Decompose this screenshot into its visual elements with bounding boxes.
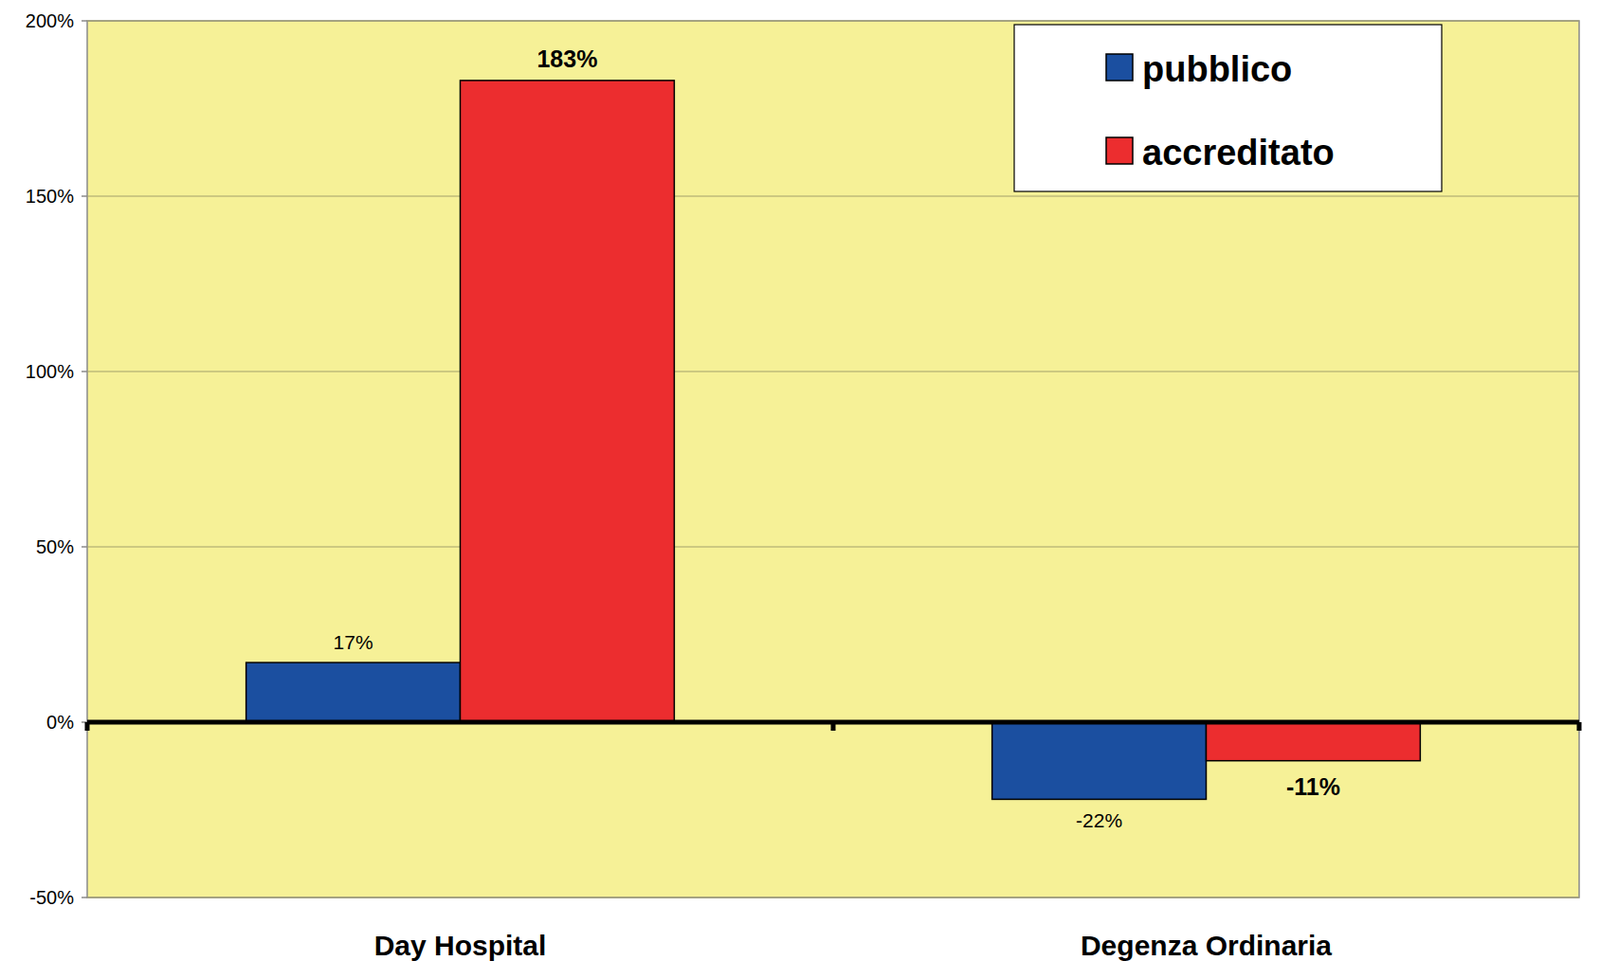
y-tick xyxy=(81,195,88,198)
y-tick-label: 100% xyxy=(25,361,74,382)
y-tick-label: 200% xyxy=(25,10,74,32)
grid-line xyxy=(87,897,1580,899)
bar xyxy=(1206,722,1421,762)
x-tick xyxy=(85,722,91,731)
chart: -50% 0% 50% 100% 150% 200% 17% -22% 183% -11% Day … xyxy=(0,0,1600,979)
legend-swatch xyxy=(1106,54,1133,81)
y-tick-label: 50% xyxy=(36,536,74,558)
grid-line xyxy=(87,371,1580,373)
x-tick xyxy=(831,722,837,731)
y-tick xyxy=(81,370,88,373)
y-tick-label: -50% xyxy=(29,887,74,909)
plot-area xyxy=(87,20,1580,898)
x-tick-label: Degenza Ordinaria xyxy=(1080,929,1332,962)
legend-label: pubblico xyxy=(1142,49,1292,90)
bar xyxy=(992,722,1207,800)
grid-line xyxy=(87,546,1580,548)
x-tick xyxy=(1577,722,1582,731)
grid-line xyxy=(87,196,1580,198)
legend-label: accreditato xyxy=(1142,132,1335,173)
data-label: -11% xyxy=(1286,773,1341,800)
bar xyxy=(460,80,675,723)
y-tick xyxy=(81,545,88,548)
x-tick-label: Day Hospital xyxy=(374,929,547,962)
legend-swatch xyxy=(1106,137,1133,164)
legend-box xyxy=(1014,24,1442,192)
y-tick-label: 0% xyxy=(46,711,74,733)
y-tick-label: 150% xyxy=(25,185,74,207)
bar xyxy=(246,662,461,723)
data-label: 17% xyxy=(333,631,374,654)
grid-line xyxy=(87,20,1580,22)
y-tick xyxy=(81,19,88,22)
y-tick xyxy=(81,896,88,899)
data-label: -22% xyxy=(1075,809,1123,832)
legend: pubblico accreditato xyxy=(1014,24,1442,192)
data-label: 183% xyxy=(536,45,598,73)
